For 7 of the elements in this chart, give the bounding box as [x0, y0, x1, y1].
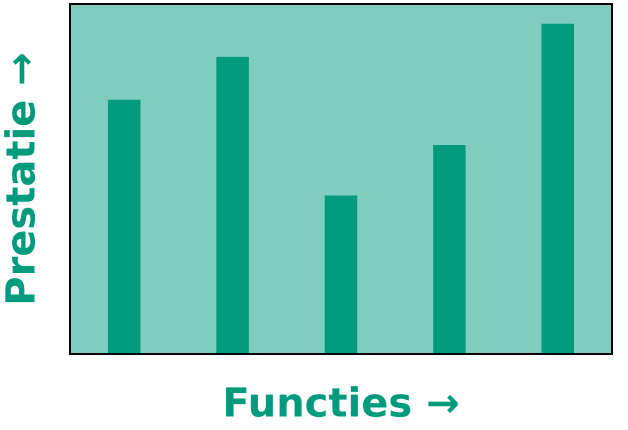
y-axis-title: Prestatie →	[0, 52, 44, 306]
x-axis-title: Functies →	[222, 380, 460, 426]
bar	[324, 196, 358, 354]
bar	[433, 144, 466, 354]
bar	[216, 56, 249, 354]
bar	[542, 24, 574, 354]
bar	[108, 100, 140, 354]
